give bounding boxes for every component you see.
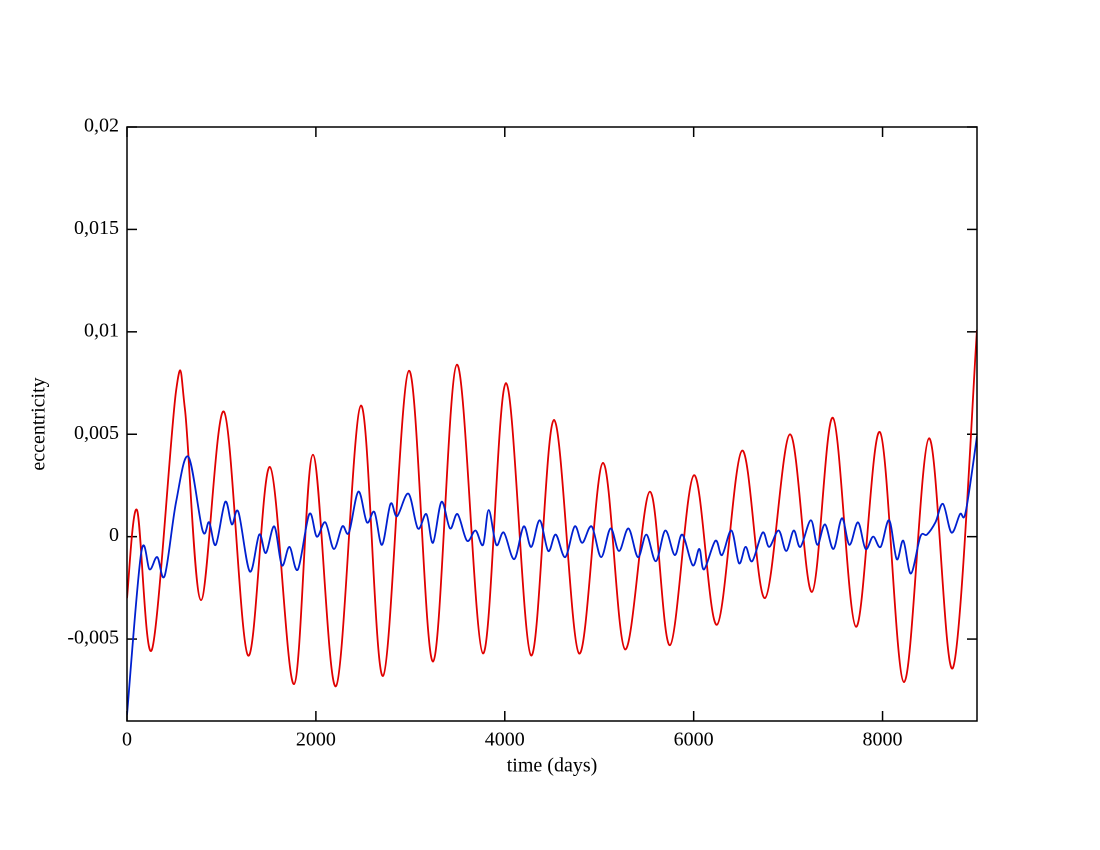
x-axis-label: time (days) xyxy=(507,755,598,777)
y-axis-label: eccentricity xyxy=(28,377,50,470)
series-line xyxy=(127,329,977,688)
series-line xyxy=(127,436,977,715)
x-tick-label: 6000 xyxy=(674,729,714,751)
x-tick-label: 2000 xyxy=(296,729,336,751)
y-tick-label: 0,02 xyxy=(84,115,119,137)
y-tick-label: 0,015 xyxy=(74,217,119,239)
x-tick-label: 8000 xyxy=(863,729,903,751)
y-tick-label: 0,005 xyxy=(74,422,119,444)
x-tick-label: 4000 xyxy=(485,729,525,751)
y-tick-label: 0,01 xyxy=(84,319,119,341)
x-tick-label: 0 xyxy=(122,729,132,751)
y-tick-label: -0,005 xyxy=(67,627,119,649)
y-tick-label: 0 xyxy=(109,524,119,546)
plot-frame xyxy=(126,126,978,722)
